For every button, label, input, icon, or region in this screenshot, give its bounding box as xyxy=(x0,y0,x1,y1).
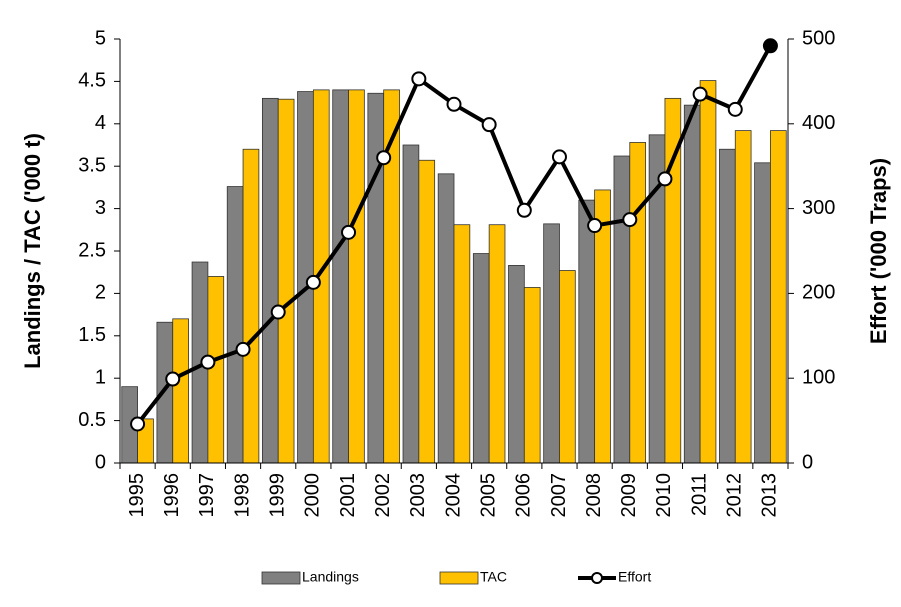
y-tick-label: 1 xyxy=(95,366,106,388)
x-tick-label: 2004 xyxy=(442,473,464,518)
legend-label: TAC xyxy=(480,569,507,585)
y-tick-label: 2.5 xyxy=(78,239,106,261)
bar xyxy=(523,287,541,464)
bar xyxy=(348,89,365,464)
bar xyxy=(508,265,525,464)
y-tick-label: 3.5 xyxy=(78,154,106,176)
legend-swatch xyxy=(439,571,479,585)
legend: Landings TAC Effort xyxy=(261,569,651,585)
y2-tick-label: 200 xyxy=(802,282,835,304)
marker xyxy=(270,304,286,320)
y-tick-label: 4 xyxy=(95,112,106,134)
y-tick-label: 1.5 xyxy=(78,324,106,346)
x-tick-label: 2010 xyxy=(653,473,675,518)
bar xyxy=(418,159,436,464)
bar xyxy=(664,97,682,464)
marker xyxy=(446,96,462,112)
marker xyxy=(235,341,251,357)
marker xyxy=(657,171,673,187)
bar xyxy=(332,89,349,464)
marker xyxy=(692,86,708,102)
bar xyxy=(226,186,244,464)
bar xyxy=(402,144,420,464)
bar xyxy=(734,130,752,464)
bar xyxy=(613,155,631,464)
x-tick-label: 2013 xyxy=(759,473,781,518)
legend-marker xyxy=(591,572,603,584)
bar xyxy=(770,130,787,464)
bar xyxy=(156,321,174,464)
bar xyxy=(172,318,189,464)
x-tick-label: 2011 xyxy=(688,473,710,516)
marker xyxy=(481,117,497,133)
marker xyxy=(165,371,181,387)
y2-tick-label: 400 xyxy=(802,112,835,134)
legend-label: Landings xyxy=(302,569,359,585)
marker xyxy=(341,224,357,240)
marker xyxy=(376,150,392,166)
y2-tick-label: 100 xyxy=(802,366,835,388)
marker xyxy=(622,212,638,228)
marker xyxy=(727,101,743,117)
y2-tick-label: 300 xyxy=(802,197,835,219)
legend-label: Effort xyxy=(618,569,651,585)
bar xyxy=(488,224,506,464)
marker xyxy=(411,71,427,87)
bar xyxy=(719,148,736,464)
bar xyxy=(453,224,471,464)
marker xyxy=(587,218,603,234)
marker xyxy=(200,354,216,370)
x-tick-label: 2006 xyxy=(513,473,535,518)
y-tick-label: 2 xyxy=(95,282,106,304)
bar xyxy=(629,142,647,464)
x-tick-label: 1997 xyxy=(196,473,218,518)
bar xyxy=(472,253,490,464)
bar xyxy=(261,97,279,464)
y2-tick-label: 0 xyxy=(802,451,813,473)
x-tick-label: 2008 xyxy=(583,473,605,518)
x-tick-label: 1999 xyxy=(266,473,288,518)
bar xyxy=(754,162,771,464)
y-tick-label: 0.5 xyxy=(78,409,106,431)
marker xyxy=(305,274,321,290)
y-axis-title: Landings / TAC ('000 t) xyxy=(20,133,45,369)
bar xyxy=(367,92,385,464)
bar xyxy=(437,173,455,464)
bar xyxy=(543,223,560,464)
bar xyxy=(242,148,260,464)
x-tick-label: 2002 xyxy=(372,473,394,518)
marker xyxy=(516,202,532,218)
y-tick-label: 5 xyxy=(95,27,106,49)
x-tick-label: 1998 xyxy=(231,473,253,518)
y-tick-label: 0 xyxy=(95,451,106,473)
bar xyxy=(683,104,701,464)
marker xyxy=(551,149,567,165)
bar xyxy=(383,89,400,464)
marker xyxy=(130,416,146,432)
y-tick-label: 4.5 xyxy=(78,70,106,92)
bar xyxy=(559,270,576,464)
bar xyxy=(277,98,295,464)
y2-tick-label: 500 xyxy=(802,27,835,49)
bar xyxy=(207,276,225,464)
x-tick-label: 2012 xyxy=(724,473,746,518)
x-tick-label: 2009 xyxy=(618,473,640,518)
y2-axis-title: Effort ('000 Traps) xyxy=(866,158,891,344)
x-tick-label: 2005 xyxy=(477,473,499,518)
x-tick-label: 2000 xyxy=(302,473,324,518)
x-tick-label: 1996 xyxy=(161,473,183,518)
legend-swatch xyxy=(261,571,301,585)
bar xyxy=(699,80,717,464)
x-tick-label: 2003 xyxy=(407,473,429,518)
x-tick-label: 2001 xyxy=(337,473,359,518)
marker xyxy=(762,38,778,54)
x-tick-label: 1995 xyxy=(126,473,148,518)
bar xyxy=(578,199,596,464)
y-tick-label: 3 xyxy=(95,197,106,219)
x-tick-label: 2007 xyxy=(548,473,570,518)
